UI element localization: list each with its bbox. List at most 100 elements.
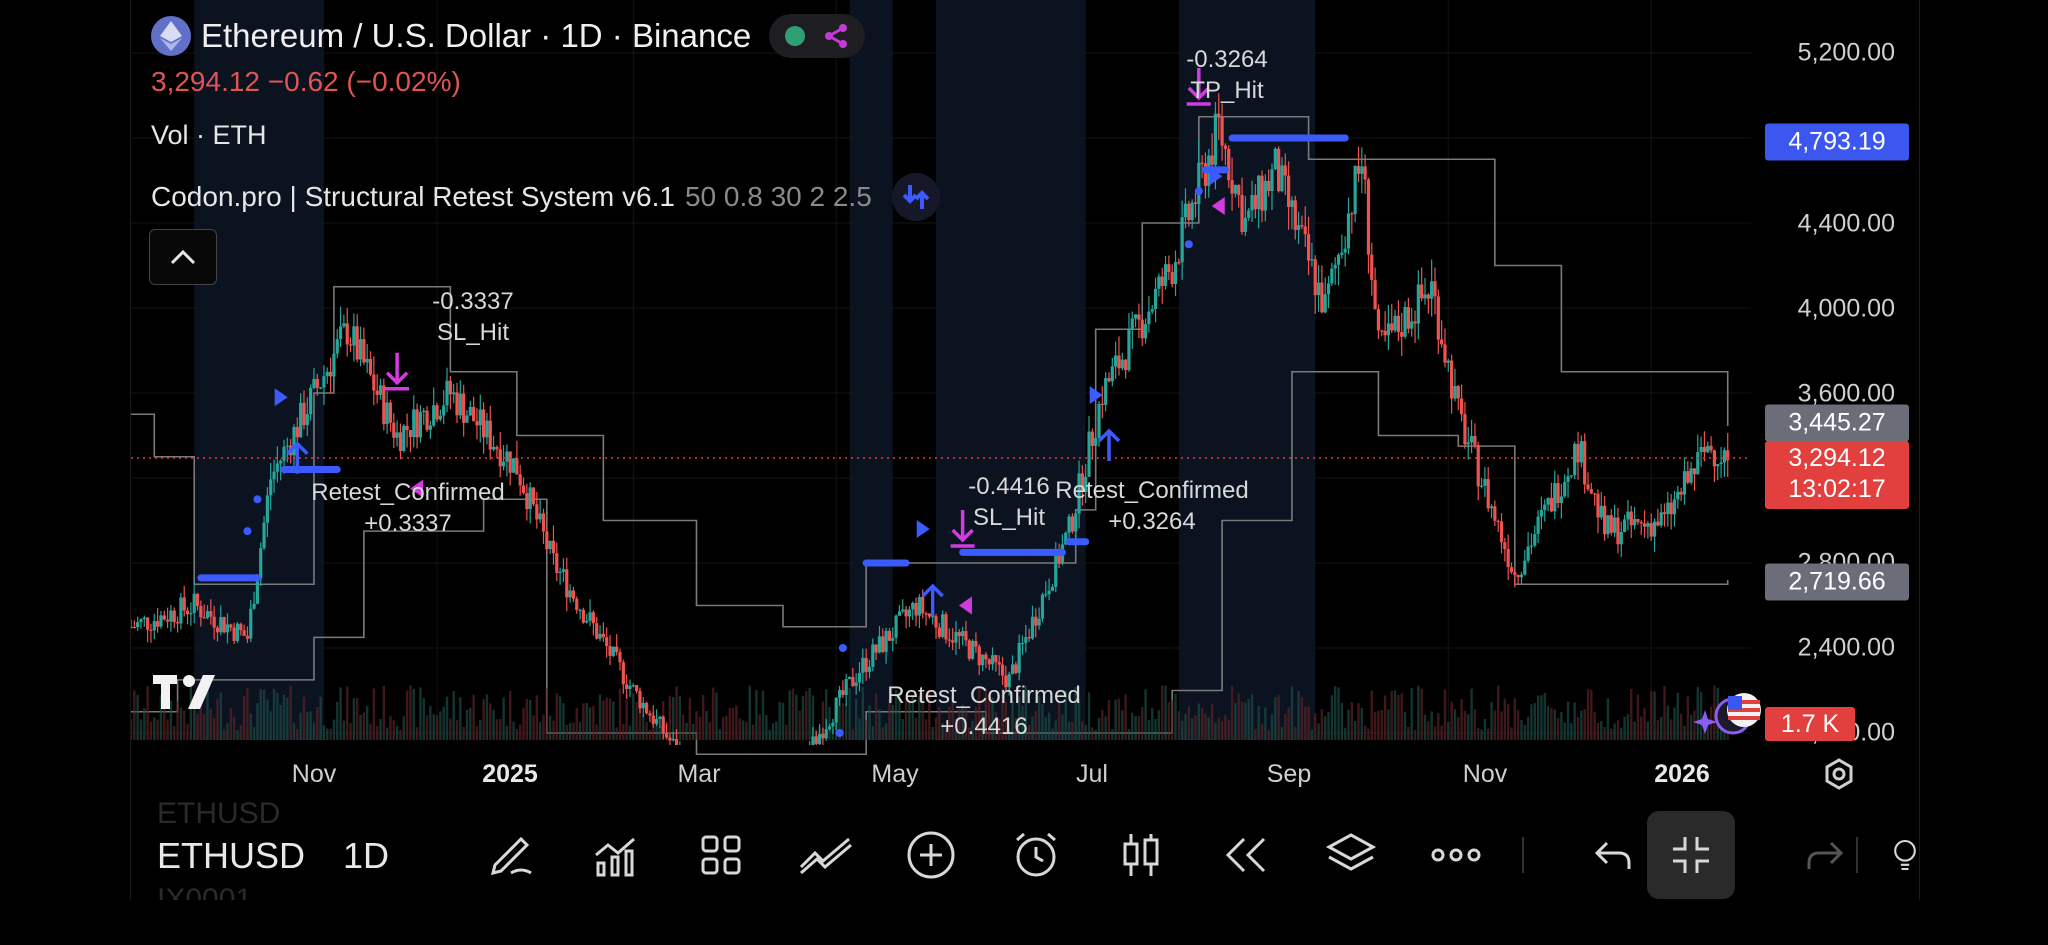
retest-confirmed-annotation-2: Retest_Confirmed +0.3264 (1055, 475, 1248, 537)
candle-body (249, 608, 253, 639)
volume-bar (978, 688, 981, 740)
volume-bar (282, 694, 286, 740)
candle-body (515, 458, 519, 475)
candle-body (1636, 518, 1640, 523)
volume-bar (924, 719, 928, 740)
fullscreen-toggle-button[interactable] (1647, 811, 1735, 899)
layers-icon (1325, 833, 1377, 871)
annotation-value: +0.4416 (940, 713, 1028, 740)
volume-bar (1174, 693, 1177, 740)
volume-bar (765, 715, 768, 740)
candle-body (591, 612, 595, 624)
annotation-value: -0.3264 (1186, 46, 1268, 73)
candle-body (412, 409, 416, 438)
volume-bar (163, 688, 166, 740)
timeframe-selector[interactable]: 1D (343, 835, 390, 876)
candle-body (1416, 284, 1420, 324)
volume-bar (229, 708, 232, 740)
volume-bar (1437, 713, 1440, 740)
retest-confirmed-annotation-3: Retest_Confirmed +0.4416 (887, 680, 1080, 742)
candle-body (491, 446, 496, 450)
volume-bar (445, 696, 449, 740)
candle-body (172, 610, 176, 623)
volume-bar (1054, 720, 1057, 740)
indicator-name[interactable]: Codon.pro | Structural Retest System v6.… (151, 181, 675, 212)
volume-bar (1470, 688, 1473, 740)
volume-bar (502, 697, 505, 740)
collapse-legend-button[interactable] (149, 229, 217, 285)
chart-type-button[interactable] (1111, 825, 1171, 885)
candle-body (1120, 359, 1124, 369)
volume-bar (1556, 717, 1560, 740)
redo-button[interactable] (1795, 825, 1855, 885)
volume-bar (1600, 720, 1603, 740)
volume-bar (921, 692, 924, 740)
candle-body (877, 636, 882, 653)
volume-bar (1620, 727, 1623, 740)
volume-bar (432, 714, 435, 740)
indicator-arrows-icon[interactable] (891, 173, 940, 221)
compare-button[interactable] (796, 825, 856, 885)
candle-body (432, 405, 436, 426)
candle-body (262, 522, 266, 549)
volume-bar (1676, 692, 1680, 740)
volume-bar (515, 728, 519, 740)
candle-body (1722, 450, 1726, 463)
volume-bar (339, 687, 342, 740)
layouts-button[interactable] (691, 825, 751, 885)
indicators-button[interactable] (586, 825, 646, 885)
volume-bar (1586, 689, 1590, 740)
volume-bar (296, 729, 299, 740)
chart-canvas[interactable] (131, 0, 1919, 805)
drawing-tool-button[interactable] (481, 825, 541, 885)
candle-body (378, 385, 383, 395)
candle-body (355, 326, 359, 360)
volume-bar (1014, 717, 1018, 740)
volume-indicator-label[interactable]: Vol · ETH (151, 120, 267, 150)
volume-bar (133, 690, 136, 740)
volume-bar (399, 729, 402, 740)
volume-bar (1679, 713, 1683, 740)
volume-bar (1137, 716, 1141, 740)
bulb-button[interactable] (1891, 825, 1919, 885)
candle-body (1553, 483, 1557, 512)
candle-body (521, 485, 526, 494)
volume-bar (748, 685, 751, 740)
volume-bar (542, 714, 545, 740)
status-pill[interactable] (769, 14, 866, 58)
volume-bar (1380, 709, 1383, 740)
volume-bar (914, 717, 918, 740)
session-band (1178, 0, 1316, 740)
time-tick: 2026 (1654, 760, 1710, 788)
price-tick: 2,400.00 (1797, 633, 1895, 662)
volume-bar (216, 698, 219, 740)
candle-body (388, 402, 393, 423)
alert-button[interactable] (1006, 825, 1066, 885)
volume-bar (695, 711, 698, 740)
stop-exit-arrow-icon (950, 510, 975, 548)
volume-bar (1164, 685, 1167, 740)
volume-bar (1057, 701, 1061, 740)
candle-body (874, 644, 878, 653)
symbol-selector[interactable]: ETHUSD (157, 835, 306, 876)
chart-settings-button[interactable] (1823, 758, 1855, 795)
volume-bar (1573, 702, 1576, 740)
candle-body (219, 617, 223, 633)
volume-bar (1064, 690, 1067, 740)
chart-legend: Ethereum / U.S. Dollar · 1D · Binance 3,… (151, 14, 940, 221)
candle-body (505, 451, 509, 462)
undo-button[interactable] (1583, 825, 1643, 885)
volume-bar (758, 714, 761, 740)
volume-bar (429, 706, 432, 740)
add-button[interactable] (901, 825, 961, 885)
candle-body (601, 633, 605, 638)
symbol-title[interactable]: Ethereum / U.S. Dollar · 1D · Binance (201, 17, 752, 54)
candle-body (1559, 496, 1563, 504)
volume-bar (379, 719, 382, 740)
more-button[interactable] (1426, 825, 1486, 885)
objects-tree-button[interactable] (1321, 825, 1381, 885)
candle-body (1603, 505, 1607, 535)
replay-button[interactable] (1216, 825, 1276, 885)
volume-bar (705, 711, 708, 740)
volume-bar (984, 688, 988, 740)
